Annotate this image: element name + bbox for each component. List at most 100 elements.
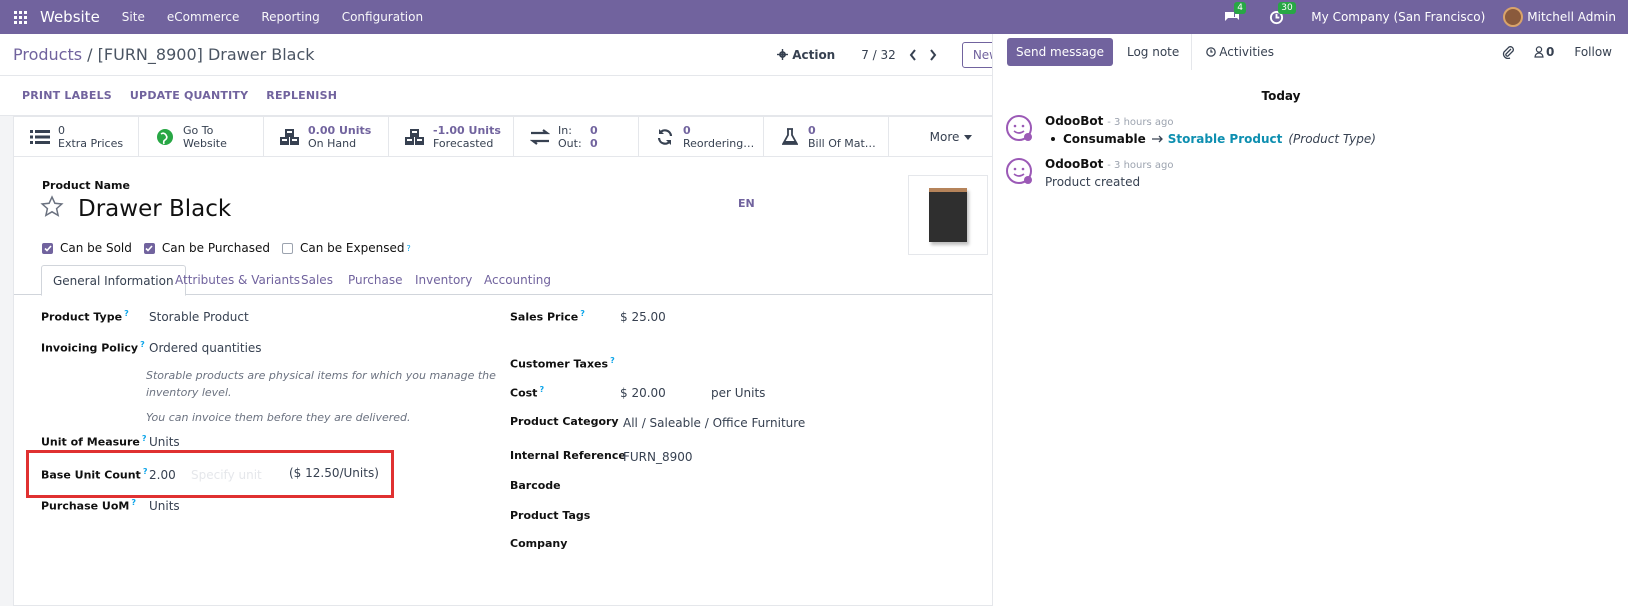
extra-prices-smart-button[interactable]: 0 Extra Prices (14, 117, 139, 157)
help-tooltip-icon[interactable]: ? (141, 434, 147, 443)
messages-count-badge: 4 (1234, 2, 1247, 14)
messaging-icon[interactable]: 4 (1223, 2, 1247, 26)
website-line2: Website (183, 137, 227, 150)
base-unit-count-label: Base Unit Count? (41, 467, 148, 482)
sales-price-label: Sales Price? (510, 309, 585, 324)
product-name-input[interactable]: Drawer Black (78, 196, 232, 222)
website-line1: Go To (183, 124, 214, 137)
bill-of-materials-smart-button[interactable]: 0 Bill Of Mat… (764, 117, 889, 157)
help-tooltip-icon[interactable]: ? (124, 309, 129, 318)
pager-value[interactable]: 7 / 32 (861, 47, 896, 62)
on-hand-value: 0.00 Units (308, 124, 372, 137)
help-tooltip-icon[interactable]: ? (580, 309, 585, 318)
tab-inventory[interactable]: Inventory (415, 273, 473, 287)
unit-price-text: ($ 12.50/Units) (289, 466, 379, 480)
internal-reference-input[interactable]: FURN_8900 (623, 450, 693, 464)
product-options: Can be Sold Can be Purchased Can be Expe… (42, 241, 423, 255)
activities-button[interactable]: Activities (1191, 34, 1274, 70)
can-be-sold-checkbox[interactable]: Can be Sold (42, 241, 132, 255)
cost-input[interactable]: $ 20.00 (620, 386, 666, 400)
forecasted-label: Forecasted (433, 137, 494, 150)
exchange-icon (528, 129, 552, 145)
app-brand[interactable]: Website (40, 8, 100, 26)
arrow-right-icon (1151, 135, 1163, 143)
user-avatar (1503, 7, 1524, 27)
pager-next-icon[interactable] (924, 48, 942, 61)
flask-icon (778, 128, 802, 146)
update-quantity-button[interactable]: UPDATE QUANTITY (129, 89, 249, 102)
product-category-select[interactable]: All / Saleable / Office Furniture (623, 416, 806, 430)
breadcrumb-products-link[interactable]: Products (13, 45, 83, 64)
product-type-help-text: Storable products are physical items for… (146, 369, 496, 399)
specify-unit-input[interactable]: Specify unit (191, 468, 262, 482)
tab-attributes-variants[interactable]: Attributes & Variants (175, 273, 301, 287)
followers-button[interactable]: 0 (1534, 45, 1554, 59)
tracking-field-name: (Product Type) (1288, 132, 1376, 146)
help-tooltip-icon[interactable]: ? (610, 356, 615, 365)
more-label: More (929, 130, 960, 144)
unit-of-measure-select[interactable]: Units (149, 435, 180, 449)
user-menu[interactable]: Mitchell Admin (1503, 7, 1616, 27)
company-label: Company (510, 537, 568, 550)
help-tooltip-icon[interactable]: ? (539, 385, 545, 394)
follow-button[interactable]: Follow (1574, 45, 1612, 59)
menu-ecommerce[interactable]: eCommerce (166, 10, 240, 24)
forecasted-value: -1.00 Units (433, 124, 501, 137)
message-author[interactable]: OdooBot (1045, 114, 1104, 128)
breadcrumb: Products / [FURN_8900] Drawer Black (13, 45, 315, 64)
help-tooltip-icon[interactable]: ? (140, 340, 145, 349)
menu-site[interactable]: Site (121, 10, 145, 24)
help-tooltip-icon[interactable]: ? (406, 243, 411, 253)
company-switcher[interactable]: My Company (San Francisco) (1311, 10, 1486, 24)
caret-down-icon (964, 134, 973, 140)
activities-clock-icon[interactable]: 30 (1267, 2, 1296, 26)
can-be-sold-label: Can be Sold (60, 241, 132, 255)
apps-menu-icon[interactable] (0, 0, 40, 34)
message-author[interactable]: OdooBot (1045, 157, 1104, 171)
product-type-label: Product Type? (41, 309, 129, 324)
tab-purchase[interactable]: Purchase (348, 273, 403, 287)
reordering-smart-button[interactable]: 0 Reordering… (639, 117, 764, 157)
activities-label: Activities (1219, 45, 1275, 59)
in-out-smart-button[interactable]: In: 0 Out: 0 (514, 117, 639, 157)
tracking-value: Consumable Storable Product (Product Typ… (1051, 132, 1376, 146)
tab-sales[interactable]: Sales (301, 273, 333, 287)
product-name-label: Product Name (42, 179, 130, 192)
in-value: 0 (590, 124, 598, 137)
product-type-select[interactable]: Storable Product (149, 310, 249, 324)
attachment-paperclip-icon[interactable] (1502, 45, 1514, 59)
followers-count: 0 (1546, 45, 1555, 59)
forecasted-smart-button[interactable]: -1.00 Units Forecasted (389, 117, 514, 157)
can-be-purchased-checkbox[interactable]: Can be Purchased (143, 241, 270, 255)
bom-value: 0 (808, 124, 816, 137)
favorite-star-icon[interactable] (40, 195, 64, 219)
sales-price-input[interactable]: $ 25.00 (620, 310, 666, 324)
purchase-uom-select[interactable]: Units (149, 499, 180, 513)
menu-configuration[interactable]: Configuration (341, 10, 424, 24)
invoicing-policy-label: Invoicing Policy? (41, 340, 145, 355)
product-image[interactable] (908, 175, 988, 255)
can-be-expensed-checkbox[interactable]: Can be Expensed? (281, 241, 411, 255)
help-tooltip-icon[interactable]: ? (142, 467, 148, 476)
base-unit-count-input[interactable]: 2.00 (149, 468, 176, 482)
form-statusbar: PRINT LABELS UPDATE QUANTITY REPLENISH (0, 76, 1030, 116)
on-hand-smart-button[interactable]: 0.00 Units On Hand (264, 117, 389, 157)
send-message-button[interactable]: Send message (1007, 38, 1113, 66)
menu-reporting[interactable]: Reporting (261, 10, 320, 24)
invoicing-policy-select[interactable]: Ordered quantities (149, 341, 262, 355)
message-time: - 3 hours ago (1107, 117, 1174, 128)
in-label: In: (558, 124, 572, 137)
go-to-website-smart-button[interactable]: Go To Website (139, 117, 264, 157)
chatter-message: OdooBot - 3 hours ago Consumable Storabl… (1005, 114, 1376, 146)
help-tooltip-icon[interactable]: ? (131, 498, 137, 507)
form-sheet: 0 Extra Prices Go To Website 0.00 Units On … (13, 116, 1016, 606)
language-button[interactable]: EN (738, 197, 755, 210)
bullet (1051, 137, 1055, 141)
tab-accounting[interactable]: Accounting (484, 273, 552, 287)
replenish-button[interactable]: REPLENISH (266, 89, 338, 102)
action-menu-button[interactable]: Action (777, 48, 835, 62)
pager-previous-icon[interactable] (904, 48, 922, 61)
tab-general-information[interactable]: General Information (41, 265, 186, 296)
print-labels-button[interactable]: PRINT LABELS (22, 89, 112, 102)
log-note-button[interactable]: Log note (1126, 45, 1180, 59)
